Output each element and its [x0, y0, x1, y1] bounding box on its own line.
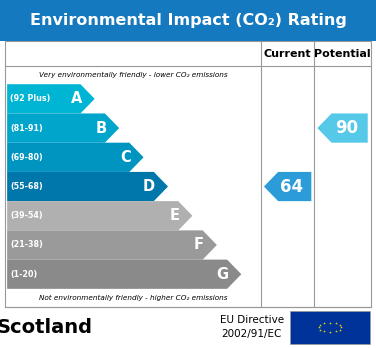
- Text: Current: Current: [264, 49, 311, 58]
- Text: (1-20): (1-20): [10, 270, 37, 279]
- Text: D: D: [143, 179, 155, 194]
- Polygon shape: [317, 113, 368, 143]
- Text: G: G: [217, 267, 229, 282]
- Polygon shape: [7, 260, 241, 289]
- Text: A: A: [71, 91, 82, 106]
- Text: 90: 90: [335, 119, 358, 137]
- Bar: [0, 0, 376, 41]
- Text: F: F: [194, 237, 204, 253]
- Polygon shape: [264, 172, 311, 201]
- Text: Scotland: Scotland: [0, 318, 93, 337]
- Text: 64: 64: [280, 177, 303, 196]
- Polygon shape: [7, 143, 144, 172]
- Text: Very environmentally friendly - lower CO₂ emissions: Very environmentally friendly - lower CO…: [39, 72, 227, 78]
- Polygon shape: [7, 84, 95, 113]
- Polygon shape: [7, 230, 217, 260]
- Text: (39-54): (39-54): [10, 211, 43, 220]
- Text: (92 Plus): (92 Plus): [10, 94, 50, 103]
- Bar: [290, 311, 370, 344]
- Text: (55-68): (55-68): [10, 182, 43, 191]
- Text: Environmental Impact (CO₂) Rating: Environmental Impact (CO₂) Rating: [30, 13, 346, 28]
- Text: Not environmentally friendly - higher CO₂ emissions: Not environmentally friendly - higher CO…: [39, 295, 227, 301]
- Polygon shape: [7, 201, 193, 230]
- Text: (81-91): (81-91): [10, 124, 43, 133]
- Text: Potential: Potential: [314, 49, 371, 58]
- Text: (69-80): (69-80): [10, 153, 43, 162]
- Bar: [5, 41, 371, 307]
- Text: EU Directive
2002/91/EC: EU Directive 2002/91/EC: [220, 316, 284, 339]
- Text: C: C: [120, 150, 131, 165]
- Text: B: B: [95, 120, 106, 136]
- Text: (21-38): (21-38): [10, 240, 43, 250]
- Text: E: E: [170, 208, 180, 223]
- Polygon shape: [7, 172, 168, 201]
- Polygon shape: [7, 113, 119, 143]
